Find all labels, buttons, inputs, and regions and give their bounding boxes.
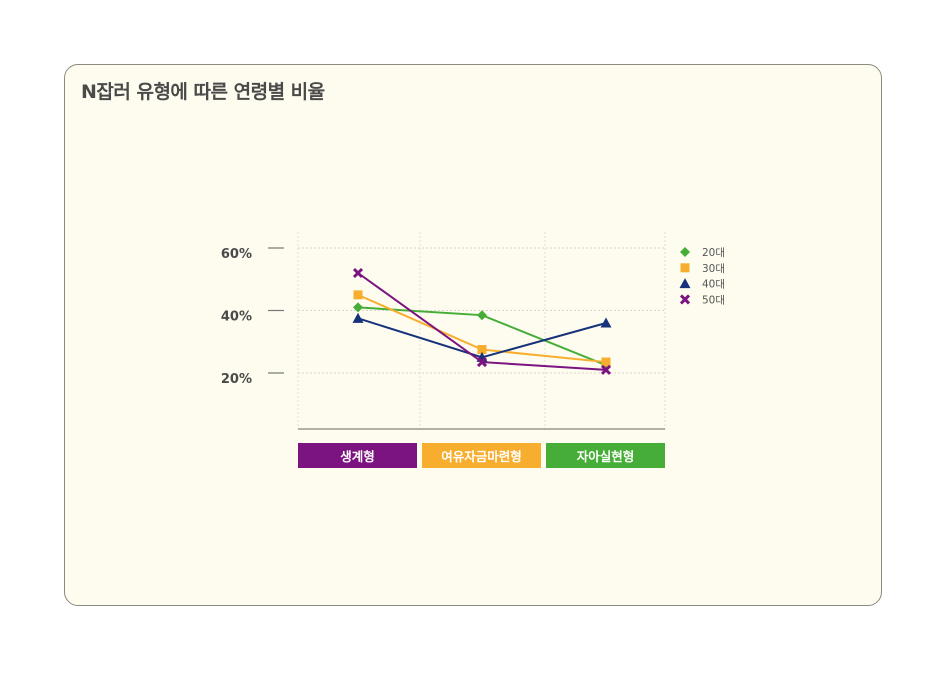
series-0-point-0 <box>353 302 363 313</box>
category-label-1: 여유자금마련형 <box>422 443 541 468</box>
legend-label-3: 50대 <box>702 294 725 306</box>
series-3-point-2 <box>600 364 612 375</box>
series-0-point-1 <box>477 310 487 321</box>
y-axis-ticks: 60% 40% 20% <box>221 247 284 387</box>
legend-marker-3 <box>679 294 691 305</box>
y-tick-label-1: 40% <box>221 310 252 325</box>
legend-label-0: 20대 <box>702 247 725 259</box>
legend-marker-0 <box>680 247 690 257</box>
legend-label-2: 40대 <box>702 279 725 291</box>
series-1-point-0 <box>353 290 363 300</box>
legend-label-1: 30대 <box>702 263 725 275</box>
series-markers <box>352 267 612 375</box>
y-tick-label-2: 20% <box>221 372 252 387</box>
series-2-point-0 <box>352 312 364 323</box>
category-label-2: 자아실현형 <box>546 443 665 468</box>
series-1-point-2 <box>601 357 611 367</box>
series-2-point-2 <box>600 317 612 328</box>
y-tick-label-0: 60% <box>221 247 252 262</box>
legend-marker-2 <box>679 278 691 289</box>
series-3-point-0 <box>352 267 364 279</box>
legend: 20대 30대 40대 50대 <box>679 247 725 306</box>
series-1-point-1 <box>477 345 487 355</box>
chart-grid <box>297 232 666 429</box>
chart-title: N잡러 유형에 따른 연령별 비율 <box>81 81 325 103</box>
chart-card: N잡러 유형에 따른 연령별 비율 <box>64 64 882 606</box>
category-label-0: 생계형 <box>298 443 417 468</box>
series-3-point-1 <box>476 357 488 368</box>
legend-marker-1 <box>680 263 690 273</box>
